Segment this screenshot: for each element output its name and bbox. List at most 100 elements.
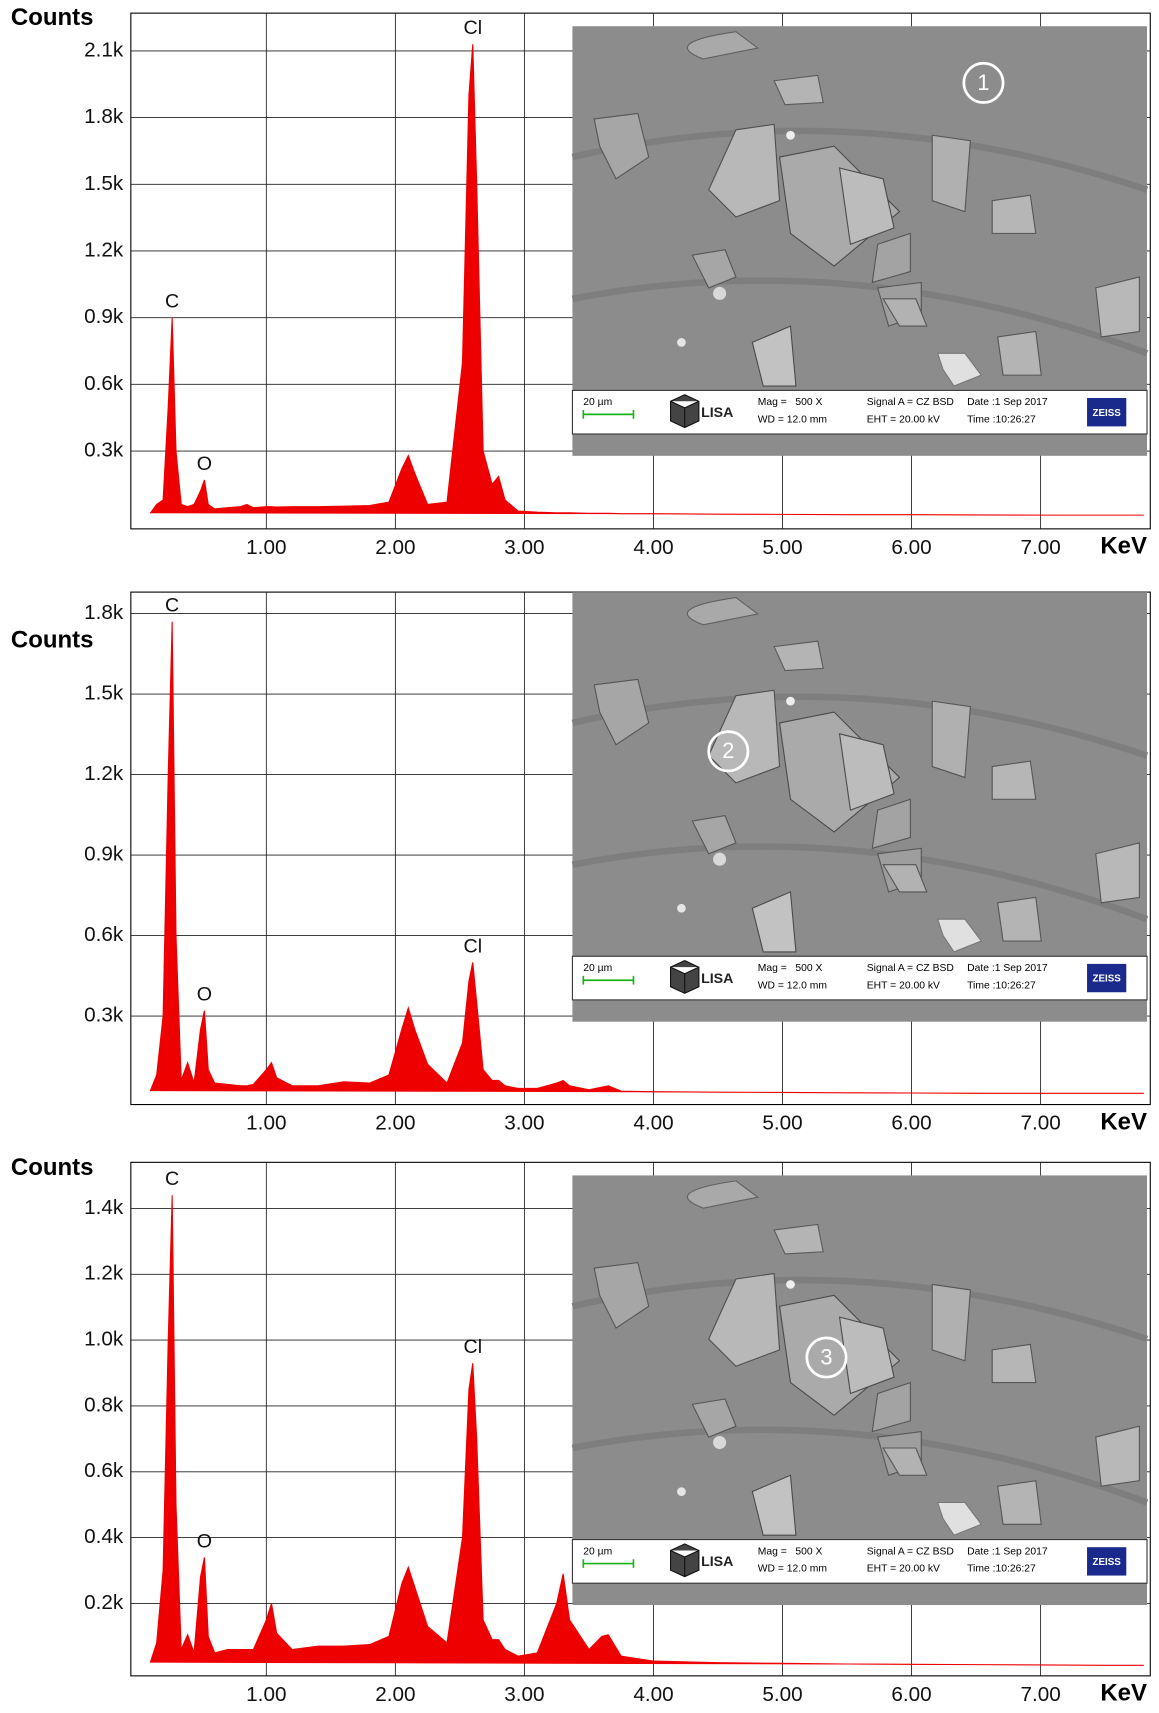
y-tick-label: 1.0k (84, 1328, 124, 1351)
brand-box (1087, 1547, 1127, 1576)
y-tick-label: 1.8k (84, 601, 124, 624)
info-bar (571, 389, 1148, 435)
scale-bar-label: 20 µm (583, 1546, 612, 1557)
peak-label: O (197, 984, 212, 1006)
brand-label: ZEISS (1093, 974, 1122, 985)
info-signal: Signal A = CZ BSD (867, 1546, 954, 1557)
point-marker (707, 730, 750, 773)
brand-box (1087, 398, 1127, 427)
y-tick-label: 2.1k (84, 38, 124, 61)
peak-label: O (197, 1530, 212, 1552)
info-time: Time :10:26:27 (967, 1564, 1036, 1575)
y-tick-label: 0.2k (84, 1591, 124, 1614)
info-date: Date :1 Sep 2017 (967, 397, 1048, 408)
point-marker-label: 2 (722, 738, 734, 763)
logo-label: LISA (701, 1554, 733, 1570)
peak-label: Cl (464, 1336, 483, 1358)
info-eht: EHT = 20.00 kV (867, 1564, 940, 1575)
y-tick-label: 1.2k (84, 1262, 124, 1285)
x-tick-label: 6.00 (891, 1112, 931, 1135)
point-marker-label: 1 (977, 70, 989, 95)
x-axis-label: KeV (1100, 1108, 1147, 1135)
logo-label: LISA (701, 971, 733, 987)
x-tick-label: 7.00 (1020, 536, 1060, 559)
logo-cube (669, 394, 700, 429)
brand-label: ZEISS (1093, 408, 1122, 419)
x-tick-label: 2.00 (375, 1683, 415, 1706)
x-tick-label: 6.00 (891, 1683, 931, 1706)
x-axis-label: KeV (1100, 1680, 1147, 1707)
x-tick-label: 4.00 (633, 1683, 673, 1706)
x-tick-label: 5.00 (762, 1112, 802, 1135)
spectrum-area (149, 1195, 1144, 1666)
y-axis-label: Counts (11, 1154, 94, 1181)
info-mag: Mag = 500 X (758, 397, 823, 408)
info-signal: Signal A = CZ BSD (867, 397, 954, 408)
y-tick-label: 0.6k (84, 372, 124, 395)
point-marker-label: 3 (820, 1344, 832, 1369)
info-eht: EHT = 20.00 kV (867, 980, 940, 991)
y-tick-label: 0.4k (84, 1525, 124, 1548)
info-wd: WD = 12.0 mm (758, 1564, 827, 1575)
peak-label: O (197, 453, 212, 475)
x-tick-label: 1.00 (246, 1683, 286, 1706)
info-time: Time :10:26:27 (967, 980, 1036, 991)
y-tick-label: 1.5k (84, 682, 124, 705)
peak-label: C (165, 291, 179, 313)
y-tick-label: 1.2k (84, 762, 124, 785)
sem-inset: 3 20 µm LISA Mag = 500 X WD = 12.0 mm Signal … (572, 1175, 1147, 1605)
x-tick-label: 3.00 (504, 1112, 544, 1135)
info-time: Time :10:26:27 (967, 415, 1036, 426)
info-date: Date :1 Sep 2017 (967, 1546, 1048, 1557)
x-tick-label: 4.00 (633, 1112, 673, 1135)
logo-cube (669, 960, 700, 994)
scale-bar (582, 410, 635, 419)
x-tick-label: 2.00 (375, 536, 415, 559)
y-axis-label: Counts (11, 4, 94, 31)
scale-bar (582, 1559, 635, 1568)
brand-box (1087, 963, 1127, 993)
y-tick-label: 1.4k (84, 1196, 124, 1219)
sem-inset: 1 20 µm LISA Mag = 500 X WD = 12.0 mm Signal … (572, 26, 1147, 456)
scale-bar-label: 20 µm (583, 397, 612, 408)
scale-bar (582, 975, 635, 985)
logo-label: LISA (701, 405, 733, 421)
x-tick-label: 5.00 (762, 1683, 802, 1706)
x-tick-label: 2.00 (375, 1112, 415, 1135)
y-axis-label: Counts (11, 626, 94, 653)
x-tick-label: 5.00 (762, 536, 802, 559)
peak-label: Cl (464, 17, 483, 39)
x-tick-label: 4.00 (633, 536, 673, 559)
peak-label: Cl (464, 935, 483, 957)
point-marker (805, 1336, 848, 1379)
peak-label: C (165, 1168, 179, 1190)
x-tick-label: 1.00 (246, 1112, 286, 1135)
sem-inset: 2 20 µm LISA Mag = 500 X WD = 12.0 mm Signal … (572, 592, 1147, 1022)
scale-bar-label: 20 µm (583, 963, 612, 974)
x-tick-label: 7.00 (1020, 1112, 1060, 1135)
brand-label: ZEISS (1093, 1557, 1122, 1568)
info-bar (571, 955, 1148, 1001)
x-tick-label: 6.00 (891, 536, 931, 559)
info-mag: Mag = 500 X (758, 1546, 823, 1557)
info-wd: WD = 12.0 mm (758, 415, 827, 426)
x-tick-label: 3.00 (504, 536, 544, 559)
y-tick-label: 1.8k (84, 105, 124, 128)
y-tick-label: 1.5k (84, 172, 124, 195)
insets: 1 20 µm LISA Mag = 500 X WD = 12.0 mm Signal … (572, 26, 1147, 1605)
labels: 0.3k 0.6k 0.9k 1.2k 1.5k 1.8k 2.1k 1.00 2.00 3.00… (11, 4, 1147, 1707)
x-tick-label: 1.00 (246, 536, 286, 559)
y-tick-label: 0.9k (84, 305, 124, 328)
y-tick-label: 0.8k (84, 1393, 124, 1416)
point-marker (962, 61, 1005, 104)
logo-cube (669, 1543, 700, 1578)
spectrum-area (149, 44, 1144, 516)
y-tick-label: 0.6k (84, 1459, 124, 1482)
info-bar (571, 1539, 1148, 1584)
y-tick-label: 0.6k (84, 923, 124, 946)
y-tick-label: 1.2k (84, 238, 124, 261)
x-tick-label: 7.00 (1020, 1683, 1060, 1706)
info-eht: EHT = 20.00 kV (867, 415, 940, 426)
info-date: Date :1 Sep 2017 (967, 963, 1048, 974)
